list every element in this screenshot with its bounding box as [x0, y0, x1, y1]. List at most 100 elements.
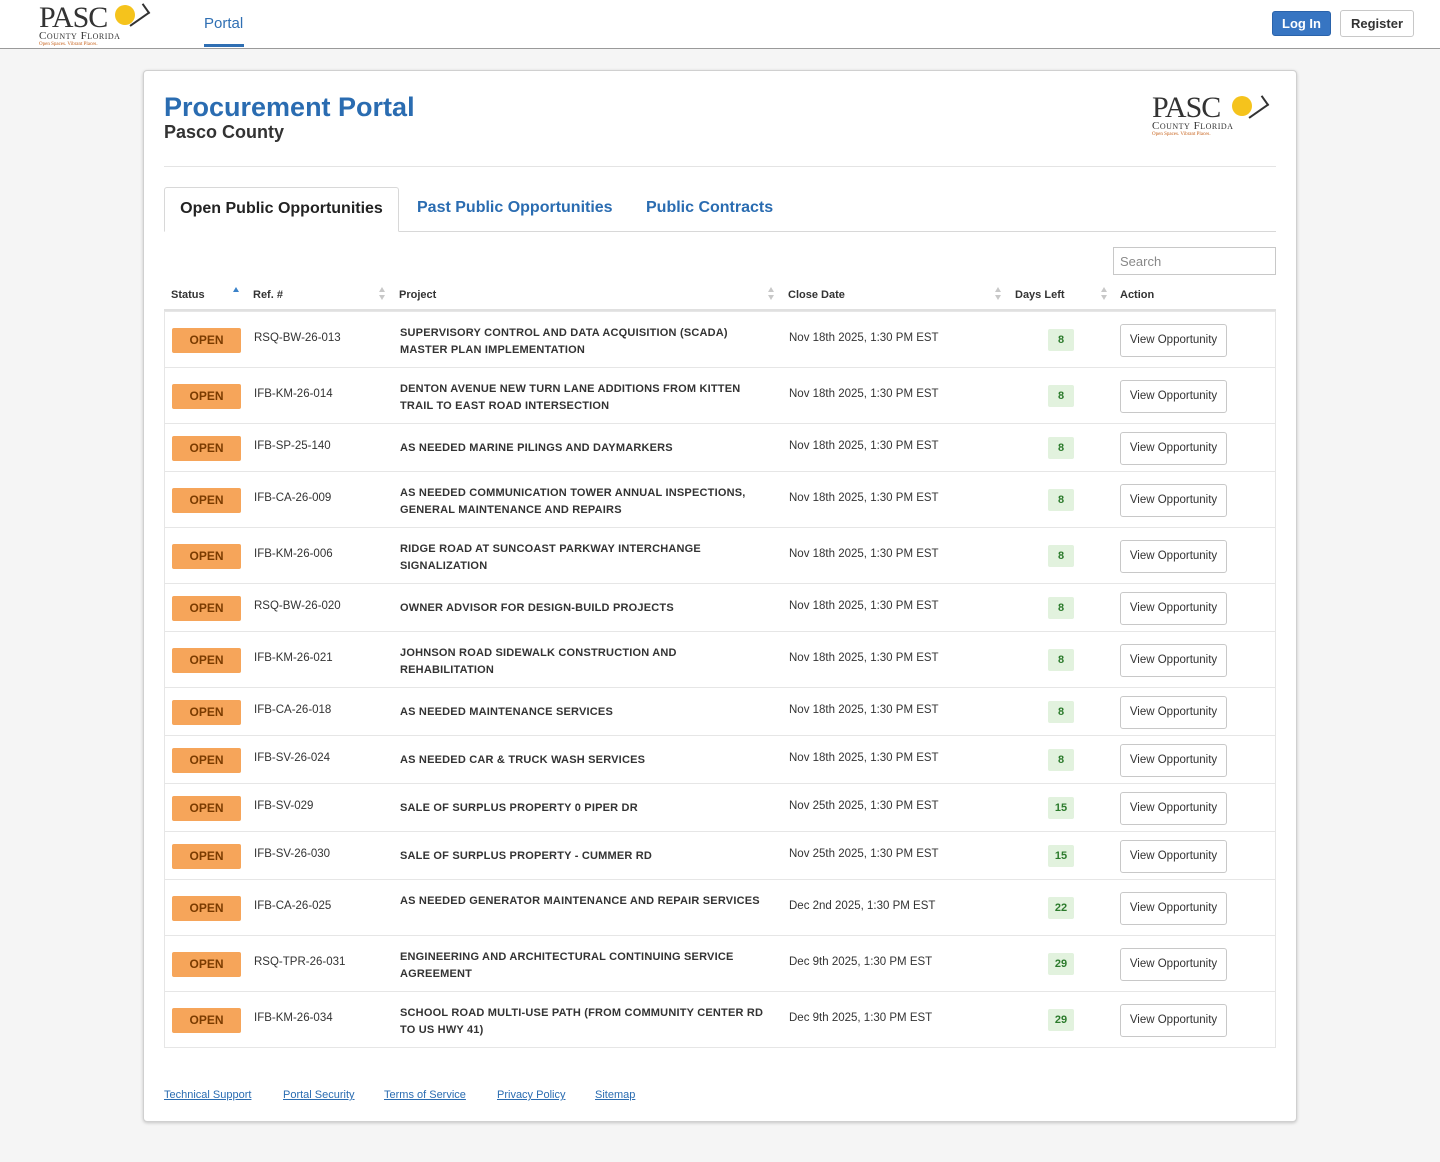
col-action: Action: [1120, 289, 1155, 301]
view-opportunity-button[interactable]: View Opportunity: [1120, 379, 1227, 413]
pasco-logo-large: PASC County Florida Open Spaces. Vibrant…: [1152, 93, 1272, 145]
project-title: AS NEEDED MARINE PILINGS AND DAYMARKERS: [400, 441, 673, 454]
ref-number: RSQ-BW-26-013: [254, 332, 341, 344]
nav-active-indicator: [204, 44, 244, 47]
col-status[interactable]: Status: [171, 289, 205, 301]
table-row: OPEN IFB-KM-26-006 RIDGE ROAD AT SUNCOAST …: [165, 527, 1275, 583]
sort-icon[interactable]: [379, 287, 385, 301]
days-left-badge: 8: [1048, 701, 1074, 723]
header-divider: [164, 166, 1276, 167]
close-date: Nov 18th 2025, 1:30 PM EST: [789, 704, 939, 716]
ref-number: IFB-KM-26-014: [254, 388, 333, 400]
table-row: OPEN IFB-SV-029 SALE OF SURPLUS PROPERTY 0…: [165, 783, 1275, 831]
footer-portal-security[interactable]: Portal Security: [283, 1089, 355, 1101]
close-date: Nov 25th 2025, 1:30 PM EST: [789, 800, 939, 812]
close-date: Nov 18th 2025, 1:30 PM EST: [789, 332, 939, 344]
view-opportunity-button[interactable]: View Opportunity: [1120, 483, 1227, 517]
footer-privacy-policy[interactable]: Privacy Policy: [497, 1089, 566, 1101]
status-badge: OPEN: [172, 647, 241, 673]
project-title: AS NEEDED MAINTENANCE SERVICES: [400, 705, 613, 718]
nav-portal-link[interactable]: Portal: [204, 15, 244, 32]
view-opportunity-button[interactable]: View Opportunity: [1120, 743, 1227, 777]
days-left-badge: 8: [1048, 649, 1074, 671]
project-title: RIDGE ROAD AT SUNCOAST PARKWAY INTERCHAN…: [400, 543, 701, 572]
view-opportunity-button[interactable]: View Opportunity: [1120, 323, 1227, 357]
tabs-baseline: [164, 231, 1276, 232]
ref-number: IFB-KM-26-021: [254, 652, 333, 664]
ref-number: IFB-KM-26-034: [254, 1012, 333, 1024]
footer-terms-of-service[interactable]: Terms of Service: [384, 1089, 466, 1101]
tab-open-opportunities[interactable]: Open Public Opportunities: [164, 187, 399, 232]
table-row: OPEN IFB-CA-26-018 AS NEEDED MAINTENANCE S…: [165, 687, 1275, 735]
view-opportunity-button[interactable]: View Opportunity: [1120, 1003, 1227, 1037]
close-date: Nov 18th 2025, 1:30 PM EST: [789, 492, 939, 504]
top-navbar: PASC County Florida Open Spaces. Vibrant…: [0, 0, 1440, 49]
sort-icon[interactable]: [1101, 287, 1107, 301]
status-badge: OPEN: [172, 699, 241, 725]
table-row: OPEN IFB-KM-26-014 DENTON AVENUE NEW TURN …: [165, 367, 1275, 423]
view-opportunity-button[interactable]: View Opportunity: [1120, 591, 1227, 625]
view-opportunity-button[interactable]: View Opportunity: [1120, 839, 1227, 873]
ref-number: IFB-SV-26-024: [254, 752, 331, 764]
col-project[interactable]: Project: [399, 289, 437, 301]
tab-public-contracts[interactable]: Public Contracts: [646, 199, 774, 216]
col-close-date[interactable]: Close Date: [788, 289, 845, 301]
status-badge: OPEN: [172, 487, 241, 513]
table-row: OPEN IFB-SV-26-024 AS NEEDED CAR & TRUCK W…: [165, 735, 1275, 783]
view-opportunity-button[interactable]: View Opportunity: [1120, 539, 1227, 573]
status-badge: OPEN: [172, 327, 241, 353]
close-date: Nov 18th 2025, 1:30 PM EST: [789, 388, 939, 400]
sun-icon: [115, 5, 135, 25]
days-left-badge: 8: [1048, 749, 1074, 771]
table-row: OPEN RSQ-TPR-26-031 ENGINEERING AND ARCHIT…: [165, 935, 1275, 991]
opportunities-table: Status Ref. # Project Close Date Days Le…: [164, 283, 1276, 1048]
view-opportunity-button[interactable]: View Opportunity: [1120, 643, 1227, 677]
pasco-logo[interactable]: PASC County Florida Open Spaces. Vibrant…: [39, 3, 154, 47]
project-title: SUPERVISORY CONTROL AND DATA ACQUISITION…: [400, 327, 728, 356]
page-title: Procurement Portal: [164, 92, 415, 122]
view-opportunity-button[interactable]: View Opportunity: [1120, 695, 1227, 729]
project-title: JOHNSON ROAD SIDEWALK CONSTRUCTION AND R…: [400, 647, 677, 676]
close-date: Nov 18th 2025, 1:30 PM EST: [789, 440, 939, 452]
search-input[interactable]: [1113, 247, 1276, 275]
days-left-badge: 15: [1048, 797, 1074, 819]
days-left-badge: 15: [1048, 845, 1074, 867]
logo-subtext: County Florida: [1152, 120, 1234, 132]
table-row: OPEN IFB-CA-26-025 AS NEEDED GENERATOR MAI…: [165, 879, 1275, 935]
project-title: ENGINEERING AND ARCHITECTURAL CONTINUING…: [400, 951, 734, 980]
close-date: Nov 18th 2025, 1:30 PM EST: [789, 652, 939, 664]
logo-subtext: County Florida: [39, 30, 121, 42]
close-date: Dec 9th 2025, 1:30 PM EST: [789, 1012, 933, 1024]
table-header: Status Ref. # Project Close Date Days Le…: [164, 283, 1276, 311]
ref-number: RSQ-TPR-26-031: [254, 956, 346, 968]
status-badge: OPEN: [172, 383, 241, 409]
close-date: Nov 18th 2025, 1:30 PM EST: [789, 752, 939, 764]
sort-icon[interactable]: [768, 287, 774, 301]
view-opportunity-button[interactable]: View Opportunity: [1120, 431, 1227, 465]
close-date: Nov 18th 2025, 1:30 PM EST: [789, 548, 939, 560]
col-ref[interactable]: Ref. #: [253, 289, 283, 301]
register-button[interactable]: Register: [1340, 10, 1414, 37]
status-badge: OPEN: [172, 951, 241, 977]
table-body: OPEN RSQ-BW-26-013 SUPERVISORY CONTROL AND…: [164, 311, 1276, 1048]
view-opportunity-button[interactable]: View Opportunity: [1120, 947, 1227, 981]
days-left-badge: 8: [1048, 329, 1074, 351]
col-days-left[interactable]: Days Left: [1015, 289, 1065, 301]
close-date: Nov 18th 2025, 1:30 PM EST: [789, 600, 939, 612]
tab-past-opportunities[interactable]: Past Public Opportunities: [417, 199, 613, 216]
sort-icon[interactable]: [995, 287, 1001, 301]
footer-sitemap[interactable]: Sitemap: [595, 1089, 636, 1101]
view-opportunity-button[interactable]: View Opportunity: [1120, 791, 1227, 825]
project-title: DENTON AVENUE NEW TURN LANE ADDITIONS FR…: [400, 383, 741, 412]
sun-icon: [1232, 96, 1252, 116]
days-left-badge: 8: [1048, 545, 1074, 567]
project-title: AS NEEDED GENERATOR MAINTENANCE AND REPA…: [400, 895, 760, 907]
login-button[interactable]: Log In: [1272, 11, 1331, 36]
view-opportunity-button[interactable]: View Opportunity: [1120, 891, 1227, 925]
ref-number: RSQ-BW-26-020: [254, 600, 341, 612]
footer-technical-support[interactable]: Technical Support: [164, 1089, 252, 1101]
days-left-badge: 8: [1048, 437, 1074, 459]
logo-text: PASC: [39, 1, 108, 34]
sort-asc-icon[interactable]: [233, 287, 239, 301]
table-row: OPEN RSQ-BW-26-013 SUPERVISORY CONTROL AND…: [165, 311, 1275, 367]
